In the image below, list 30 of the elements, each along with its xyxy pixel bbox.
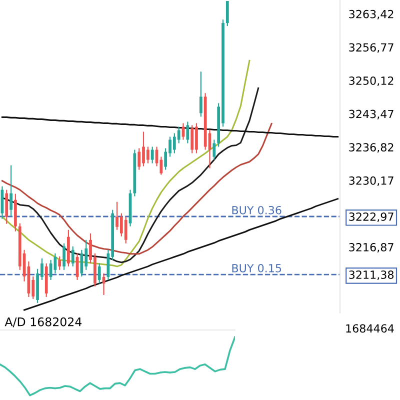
chart-title: A/D 1682024	[4, 317, 82, 328]
y-tick-label: 3243,47	[349, 110, 394, 120]
candlestick	[5, 189, 8, 224]
candlestick	[84, 239, 88, 270]
y-tick-label: 3211,38	[349, 270, 394, 280]
text: 1684464	[346, 324, 394, 333]
candlestick	[226, 0, 229, 27]
candlestick	[186, 121, 190, 144]
line-series	[24, 198, 339, 311]
ref-line-label: BUY 0.15	[232, 264, 282, 272]
candlestick	[212, 139, 216, 160]
candlestick	[138, 148, 141, 170]
y-tick-label: 3216,87	[349, 243, 394, 253]
candlestick	[146, 146, 150, 164]
candlestick	[199, 71, 202, 118]
candlestick	[150, 146, 154, 164]
candlestick	[124, 216, 128, 244]
candlestick	[58, 256, 62, 270]
y-tick-label: 3236,82	[349, 143, 394, 153]
candlestick	[190, 124, 194, 154]
y-tick-label: 3222,97	[349, 212, 394, 222]
candlestick	[10, 164, 12, 217]
candlestick	[62, 242, 66, 270]
candlestick	[71, 246, 74, 267]
candlestick	[98, 262, 101, 284]
ref-line-label: BUY 0.36	[232, 206, 282, 214]
y-tick-label: 3256,77	[349, 43, 394, 53]
y-tick-label: 3250,12	[349, 76, 394, 86]
y-tick-label: 3230,17	[349, 176, 394, 186]
y-tick-label: 3263,42	[349, 10, 394, 20]
